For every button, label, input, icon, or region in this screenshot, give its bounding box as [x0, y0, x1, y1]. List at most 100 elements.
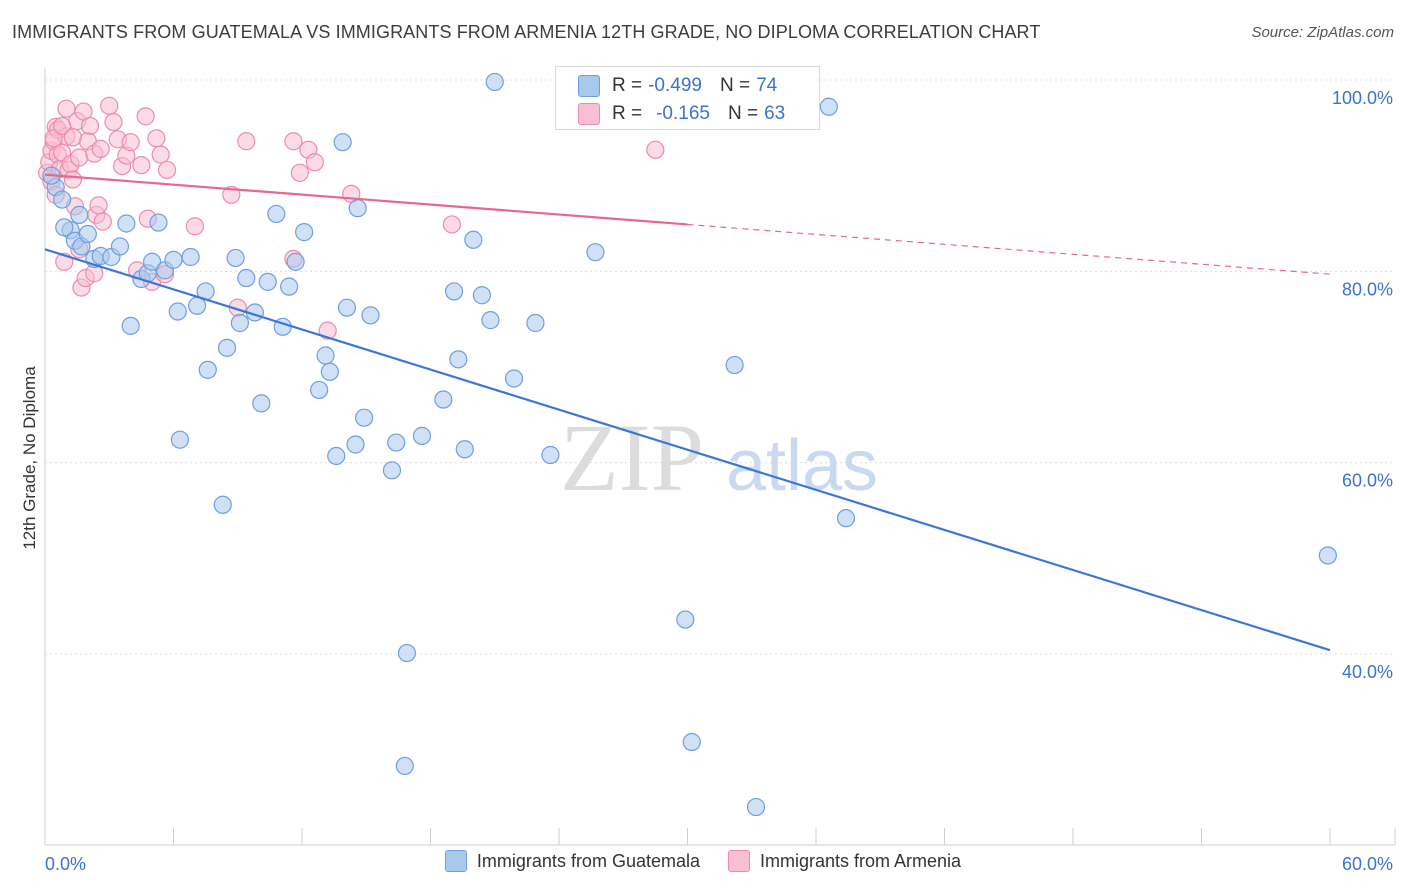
data-point: [237, 132, 256, 151]
data-point: [449, 350, 468, 369]
data-point: [485, 72, 504, 92]
trend-lines: [44, 173, 1331, 652]
data-point: [397, 643, 417, 663]
y-tick-label: 40.0%: [1342, 662, 1393, 682]
series-guatemala: [42, 72, 1337, 817]
data-point: [541, 445, 560, 465]
data-point: [280, 277, 299, 296]
stats-row-armenia: R = -0.165 N = 63: [578, 101, 785, 127]
data-point: [412, 426, 432, 445]
data-point: [355, 408, 374, 427]
trend-line-extension: [687, 223, 1331, 275]
data-point: [55, 218, 74, 237]
stats-r-value: -0.499: [648, 75, 702, 96]
data-point: [147, 129, 166, 148]
legend-item-guatemala[interactable]: Immigrants from Guatemala: [444, 850, 700, 872]
data-point: [110, 237, 130, 256]
stats-r-label: R =: [612, 75, 643, 96]
y-tick-label: 100.0%: [1332, 88, 1393, 108]
data-point: [290, 163, 309, 182]
data-point: [44, 129, 63, 148]
data-point: [100, 96, 119, 115]
data-point: [117, 214, 136, 233]
stats-r-label: R =: [612, 103, 643, 124]
data-point: [646, 140, 665, 159]
axes: [44, 68, 1396, 846]
stats-r-value: -0.165: [656, 103, 710, 124]
data-point: [89, 196, 108, 215]
x-tick-label: 0.0%: [45, 854, 86, 874]
data-point: [526, 313, 545, 333]
data-point: [320, 362, 339, 381]
data-point: [198, 360, 217, 379]
legend-item-armenia[interactable]: Immigrants from Armenia: [728, 850, 961, 872]
data-point: [230, 313, 249, 333]
data-point: [237, 268, 256, 288]
data-point: [267, 204, 286, 224]
data-point: [258, 272, 277, 291]
data-point: [53, 116, 72, 136]
data-point: [395, 756, 414, 776]
legend-swatch-guatemala: [444, 850, 467, 872]
stats-swatch-armenia: [578, 103, 600, 125]
data-point: [217, 338, 237, 357]
data-point: [387, 433, 406, 452]
trend-line: [44, 173, 688, 226]
data-point: [164, 250, 183, 269]
data-point: [157, 160, 177, 180]
data-point: [464, 230, 483, 249]
data-point: [434, 390, 453, 409]
legend-swatch-armenia: [728, 850, 750, 872]
data-point: [151, 145, 170, 164]
chart-title: IMMIGRANTS FROM GUATEMALA VS IMMIGRANTS …: [12, 22, 1041, 42]
series-armenia: [38, 96, 665, 340]
data-point: [327, 446, 346, 466]
data-point: [132, 156, 151, 175]
data-point: [93, 212, 112, 231]
stats-swatch-guatemala: [578, 75, 600, 97]
data-point: [316, 346, 335, 365]
trend-line: [44, 248, 1331, 652]
data-point: [121, 316, 140, 335]
data-point: [382, 461, 402, 480]
data-point: [333, 133, 352, 152]
data-point: [170, 430, 190, 449]
data-point: [226, 248, 245, 268]
data-point: [682, 732, 701, 752]
data-point: [284, 132, 303, 151]
data-point: [149, 213, 168, 232]
data-point: [361, 306, 380, 325]
gridlines: [45, 79, 1395, 655]
stats-n-value: 74: [756, 75, 778, 96]
data-point: [168, 302, 187, 321]
stats-box: R = -0.499 N = 74 R = -0.165 N = 63: [555, 66, 820, 130]
stats-n-label: N =: [727, 103, 759, 124]
data-point: [63, 128, 82, 147]
x-tick-label: 60.0%: [1342, 854, 1393, 874]
data-point: [295, 223, 314, 242]
data-point: [346, 435, 365, 454]
tick-labels: 100.0% 80.0% 60.0% 40.0% 0.0% 60.0%: [45, 88, 1393, 874]
data-point: [252, 394, 271, 413]
watermark-atlas: atlas: [726, 426, 878, 506]
data-point: [142, 252, 162, 271]
data-point: [504, 369, 524, 388]
data-point: [586, 243, 605, 262]
data-point: [348, 199, 367, 218]
stats-row-guatemala: R = -0.499 N = 74: [578, 73, 777, 99]
data-point: [725, 355, 744, 375]
stats-n-label: N =: [719, 75, 751, 96]
data-point: [121, 133, 140, 152]
legend-label-guatemala: Immigrants from Guatemala: [476, 850, 700, 871]
data-point: [819, 97, 838, 116]
stats-n-value: 63: [764, 103, 786, 124]
data-point: [836, 509, 856, 528]
data-point: [746, 797, 766, 817]
data-point: [444, 282, 464, 301]
data-point: [337, 298, 357, 317]
data-point: [80, 116, 100, 136]
data-point: [310, 380, 329, 400]
data-point: [676, 610, 695, 629]
data-point: [78, 224, 97, 244]
legend: Immigrants from Guatemala Immigrants fro…: [0, 850, 1406, 872]
